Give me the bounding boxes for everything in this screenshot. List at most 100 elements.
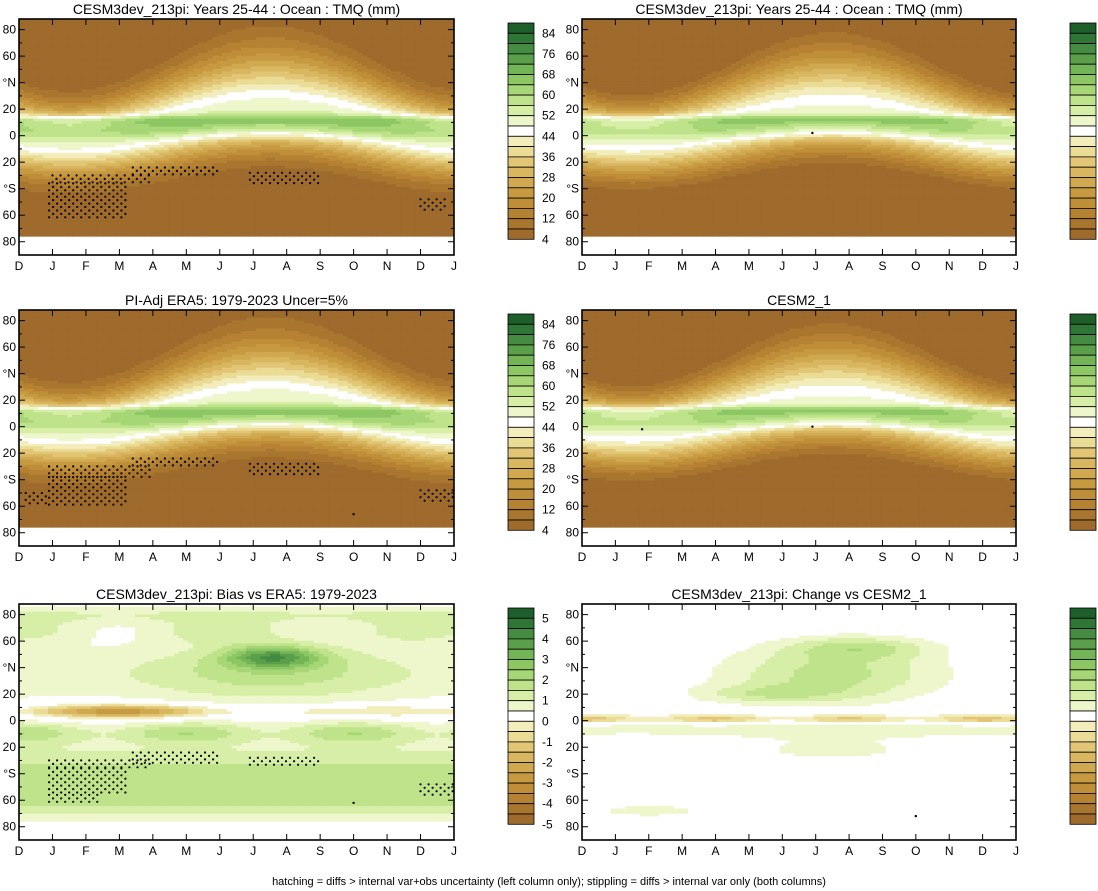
stipple-dot — [68, 777, 71, 780]
colorbar-label: 52 — [542, 109, 556, 123]
stipple-dot — [248, 462, 251, 465]
stipple-dot — [48, 759, 51, 762]
stipple-dot — [264, 469, 267, 472]
stipple-dot — [92, 791, 95, 794]
colorbar-swatch — [1069, 669, 1097, 681]
x-tick-label: M — [677, 844, 687, 858]
stipple-dot — [419, 205, 422, 208]
colorbar-swatch — [507, 187, 535, 199]
colorbar-swatch — [1069, 710, 1097, 722]
stipple-dot — [112, 482, 115, 486]
colorbar-swatch — [507, 488, 535, 500]
stipple-dot — [100, 770, 103, 774]
stipple-dot — [59, 181, 62, 184]
stipple-dot — [104, 496, 107, 499]
stipple-dot — [48, 800, 51, 803]
colorbar-swatch — [507, 125, 535, 137]
stipple-dot — [60, 205, 63, 209]
stipple-dot — [116, 777, 119, 780]
x-tick-label: J — [1013, 259, 1019, 273]
stipple-dot — [68, 468, 71, 471]
stipple-dot — [104, 774, 107, 777]
stipple-dot — [72, 472, 75, 475]
stipple-dot — [131, 166, 134, 169]
stipple-dot — [96, 189, 99, 192]
x-tick-label: M — [181, 550, 191, 564]
stipple-dot — [305, 462, 308, 465]
stipple-dot — [48, 209, 51, 212]
stipple-dot — [48, 781, 51, 784]
colorbar-swatch — [507, 334, 535, 346]
y-tick-label: °S — [3, 473, 16, 487]
stipple-dot — [276, 466, 280, 469]
stipple-dot — [48, 503, 51, 506]
stipple-dot — [293, 466, 296, 469]
stipple-dot — [107, 181, 110, 184]
stipple-dot — [24, 491, 27, 495]
colorbar-swatch — [507, 313, 535, 325]
colorbar-swatch — [1069, 32, 1097, 44]
y-tick-label: 20 — [3, 102, 17, 116]
y-tick-label: °S — [3, 767, 16, 781]
stipple-dot — [155, 173, 158, 176]
stipple-dot — [171, 173, 174, 176]
colorbar-swatch — [1069, 617, 1097, 629]
y-tick-label: 20 — [3, 687, 17, 701]
stipple-dot — [96, 781, 99, 784]
stipple-dot — [48, 496, 51, 499]
stipple-dot — [435, 496, 438, 499]
heatmap-field — [19, 604, 454, 840]
panel-2: 80 60 °N 20 0 20 °S 60 80 D J F M A M J J A S O N D J CESM3dev_… — [566, 1, 1097, 273]
y-tick-label: °N — [566, 661, 579, 675]
stipple-dot — [131, 181, 134, 184]
stipple-dot — [199, 169, 203, 172]
x-tick-label: M — [181, 844, 191, 858]
stipple-dot — [96, 476, 99, 479]
stipple-dot — [80, 800, 83, 803]
stipple-dot — [112, 503, 115, 506]
stipple-dot — [155, 751, 158, 754]
stipple-dot — [64, 767, 67, 770]
stipple-dot — [191, 460, 195, 463]
y-tick-label: 80 — [3, 235, 17, 249]
x-tick-label: S — [878, 259, 886, 273]
stipple-dot — [80, 465, 83, 468]
stipple-dot — [439, 793, 442, 796]
stipple-dot — [159, 761, 162, 764]
stipple-dot — [36, 502, 39, 505]
stipple-dot — [143, 761, 146, 764]
stipple-dot — [309, 182, 312, 185]
stipple-dot — [76, 797, 79, 800]
stipple-dot — [108, 479, 111, 482]
stipple-dot — [208, 460, 211, 463]
stipple-dot — [203, 751, 207, 754]
stipple-dot — [108, 784, 111, 787]
stipple-dot — [76, 192, 79, 195]
stipple-dot — [423, 793, 426, 796]
stipple-dot — [124, 199, 127, 202]
stipple-dot — [131, 464, 134, 467]
colorbar-swatch — [507, 437, 535, 449]
stipple-dot — [28, 502, 31, 505]
stipple-dot — [60, 468, 63, 471]
colorbar-swatch — [1069, 772, 1097, 784]
stipple-dot — [179, 464, 183, 467]
stipple-dot — [116, 770, 119, 774]
x-tick-label: D — [15, 259, 24, 273]
stipple-dot — [52, 479, 55, 482]
stipple-dot — [131, 457, 134, 460]
stipple-dot — [280, 178, 284, 181]
y-tick-label: 20 — [566, 102, 580, 116]
stipple-dot — [284, 760, 288, 763]
stipple-dot — [116, 212, 119, 215]
colorbar-label: 4 — [542, 232, 549, 246]
stipple-dot — [431, 499, 434, 502]
stipple-dot — [68, 475, 71, 478]
stipple-dot — [139, 174, 142, 177]
panel-1: 80 60 °N 20 0 20 °S 60 80 D J F M A M J J A S O N D J CESM3dev_… — [3, 1, 556, 273]
stipple-dot — [92, 762, 95, 766]
stipple-dot — [116, 192, 119, 195]
